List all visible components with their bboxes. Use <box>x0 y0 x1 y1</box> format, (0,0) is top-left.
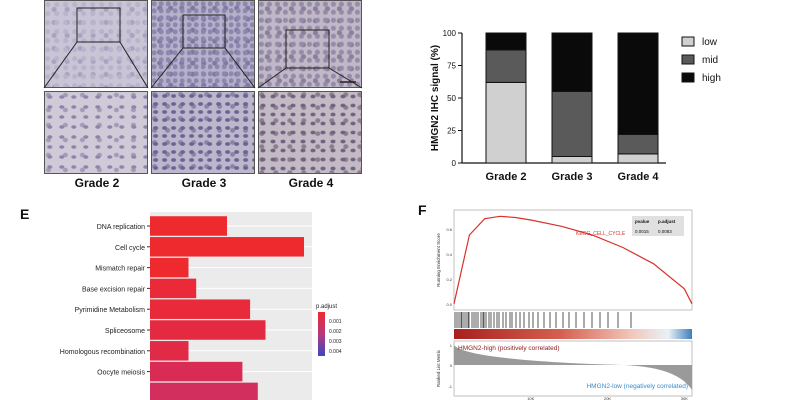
bar-segment-high <box>551 32 593 92</box>
bar-segment-mid <box>485 49 527 83</box>
gsea-plot: 0.6 0.4 0.2 0.0 Running Enrichment Score KEGG… <box>436 209 693 400</box>
bar-segment-high <box>617 32 659 135</box>
es-y-label: Running Enrichment Score <box>436 233 441 287</box>
low-label: HMGN2-low (negatively correlated) <box>586 383 688 390</box>
legend-swatch-high <box>681 72 695 83</box>
enrichment-bar <box>150 341 189 361</box>
category-label: Spliceosome <box>105 328 145 335</box>
zoom-line <box>43 41 78 89</box>
micrograph-grade4-low-mag <box>258 0 362 88</box>
table-value: 0.0083 <box>658 229 672 234</box>
y-axis-label: HMGN2 IHC signal (%) <box>430 45 441 151</box>
enrichment-bar <box>150 216 227 236</box>
es-y-tick-label: 0.4 <box>446 252 452 257</box>
x-tick-label: 10K <box>527 396 534 400</box>
grade-label-3: Grade 3 <box>181 176 227 190</box>
category-label: Cell cycle <box>115 245 145 252</box>
metric-y-tick-label: 0 <box>450 363 453 368</box>
colorbar-tick-label: 0.001 <box>329 319 342 325</box>
panel-letter-e: E <box>20 206 30 222</box>
x-tick-label: 30K <box>681 396 688 400</box>
table-header: p.adjust <box>658 219 676 224</box>
zoom-line <box>257 67 287 89</box>
y-tick-label: 0 <box>452 159 457 168</box>
y-tick-label: 100 <box>443 29 457 38</box>
category-label: Mismatch repair <box>95 266 145 273</box>
enrichment-bar <box>150 382 258 400</box>
es-y-tick-label: 0.0 <box>446 302 452 307</box>
colorbar-tick-label: 0.004 <box>329 349 342 355</box>
grade-label-4: Grade 4 <box>288 176 334 190</box>
micrograph-grade3-high-mag <box>151 91 255 174</box>
zoom-line <box>328 67 363 89</box>
zoom-line <box>150 47 184 89</box>
category-label: Oocyte meiosis <box>97 370 145 377</box>
colorbar <box>318 312 325 356</box>
zoom-line <box>224 47 256 89</box>
zoom-box-grade3 <box>182 14 226 49</box>
legend-title: p.adjust <box>316 304 337 310</box>
bar-segment-low <box>485 81 527 164</box>
metric-y-tick-label: 1 <box>450 343 453 348</box>
legend-swatch-mid <box>681 54 695 65</box>
enrichment-bar-chart: DNA replication Cell cycle Mismatch repair… <box>60 212 342 400</box>
micrograph-grade4-high-mag <box>258 91 362 174</box>
enrichment-bar <box>150 361 243 382</box>
table-value: 0.0015 <box>635 229 649 234</box>
micrograph-grade2-low-mag <box>44 0 148 88</box>
x-tick-label: Grade 3 <box>552 171 593 183</box>
gene-set-label: KEGG_CELL_CYCLE <box>576 231 626 237</box>
legend-label: mid <box>702 55 718 66</box>
grade-label-2: Grade 2 <box>74 176 120 190</box>
enrichment-curve <box>453 215 693 305</box>
micrograph-grade2-high-mag <box>44 91 148 174</box>
y-tick-label: 75 <box>447 62 456 71</box>
table-header: pvalue <box>635 219 650 224</box>
bar-segment-low <box>617 153 659 164</box>
colorbar-tick-label: 0.002 <box>329 329 342 335</box>
y-tick-label: 50 <box>447 94 456 103</box>
colorbar-tick-label: 0.003 <box>329 339 342 345</box>
x-tick-label: 20K <box>604 396 611 400</box>
zoom-line <box>119 41 149 89</box>
panel-letter-f: F <box>418 202 427 218</box>
bar-segment-mid <box>551 91 593 157</box>
es-y-tick-label: 0.6 <box>446 227 452 232</box>
metric-plot-frame <box>453 340 693 397</box>
enrichment-bar <box>150 257 189 278</box>
y-tick-label: 25 <box>447 127 456 136</box>
metric-y-tick-label: -1 <box>448 384 452 389</box>
legend-label: high <box>702 73 721 84</box>
category-label: DNA replication <box>97 224 145 231</box>
zoom-box-grade4 <box>285 29 330 69</box>
enrichment-bar <box>150 237 304 257</box>
x-tick-label: Grade 4 <box>618 171 660 183</box>
enrichment-bar <box>150 320 266 340</box>
es-y-tick-label: 0.2 <box>446 277 452 282</box>
enrichment-bar <box>150 278 197 299</box>
category-label: Homologous recombination <box>60 349 145 356</box>
ranking-heat-strip <box>454 329 692 339</box>
category-label: Base excision repair <box>82 286 146 293</box>
high-label: HMGN2-high (positively correlated) <box>458 345 560 352</box>
bar-segment-low <box>551 156 593 164</box>
x-tick-label: Grade 2 <box>486 171 527 183</box>
zoom-box-grade2 <box>76 7 121 43</box>
bar-segment-mid <box>617 133 659 155</box>
metric-y-label: Ranked List Metric <box>436 349 441 387</box>
legend-swatch-low <box>681 36 695 47</box>
stats-table <box>632 216 684 236</box>
category-label: Pyrimidine Metabolism <box>75 307 146 314</box>
enrichment-bar <box>150 299 251 319</box>
legend-label: low <box>702 37 718 48</box>
zoom-boxes <box>43 7 363 89</box>
bar-segment-high <box>485 32 527 51</box>
